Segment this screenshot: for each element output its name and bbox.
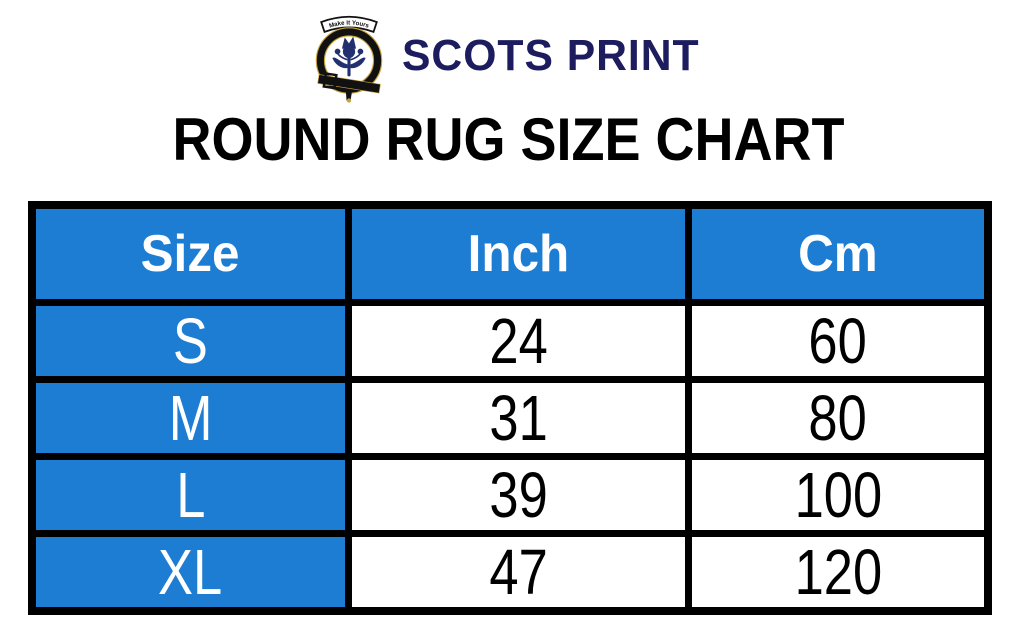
inch-value: 47 [489, 537, 548, 607]
logo-row: Make It Yours SCOTS PRINT [0, 0, 1017, 104]
inch-value-cell: 31 [352, 383, 685, 453]
cm-value-cell: 60 [692, 306, 984, 376]
header-label: Size [141, 225, 240, 283]
strap-tail-icon [345, 89, 353, 101]
size-label-cell: M [36, 383, 345, 453]
brand-name: SCOTS PRINT [402, 31, 700, 80]
belt-strap-icon [317, 72, 381, 94]
size-label-cell: XL [36, 537, 345, 607]
header-label: Cm [798, 225, 878, 283]
badge-motto-text: Make It Yours [328, 20, 370, 30]
svg-text:Make It Yours: Make It Yours [328, 20, 370, 30]
header-label: Inch [467, 225, 570, 283]
inch-value: 31 [489, 383, 548, 453]
size-chart-table: Size Inch Cm S 24 60 M 31 80 L 39 100 XL… [28, 201, 992, 615]
cm-value: 80 [808, 383, 868, 453]
size-label: S [172, 306, 209, 376]
size-label: L [175, 460, 206, 530]
header-cell-cm: Cm [692, 209, 984, 299]
inch-value: 39 [489, 460, 548, 530]
inch-value-cell: 39 [352, 460, 685, 530]
cm-value-cell: 120 [692, 537, 984, 607]
inch-value-cell: 24 [352, 306, 685, 376]
inch-value: 24 [489, 306, 548, 376]
clan-crest-badge-icon: Make It Yours [315, 15, 383, 103]
inch-value-cell: 47 [352, 537, 685, 607]
size-label: XL [158, 537, 223, 607]
size-label: M [168, 383, 213, 453]
cm-value: 120 [794, 537, 882, 607]
cm-value: 100 [794, 460, 882, 530]
size-label-cell: L [36, 460, 345, 530]
header-cell-inch: Inch [352, 209, 685, 299]
cm-value-cell: 80 [692, 383, 984, 453]
cm-value-cell: 100 [692, 460, 984, 530]
page-title: ROUND RUG SIZE CHART [172, 106, 845, 173]
size-label-cell: S [36, 306, 345, 376]
cm-value: 60 [808, 306, 868, 376]
header-cell-size: Size [36, 209, 345, 299]
thistle-icon [332, 36, 366, 77]
